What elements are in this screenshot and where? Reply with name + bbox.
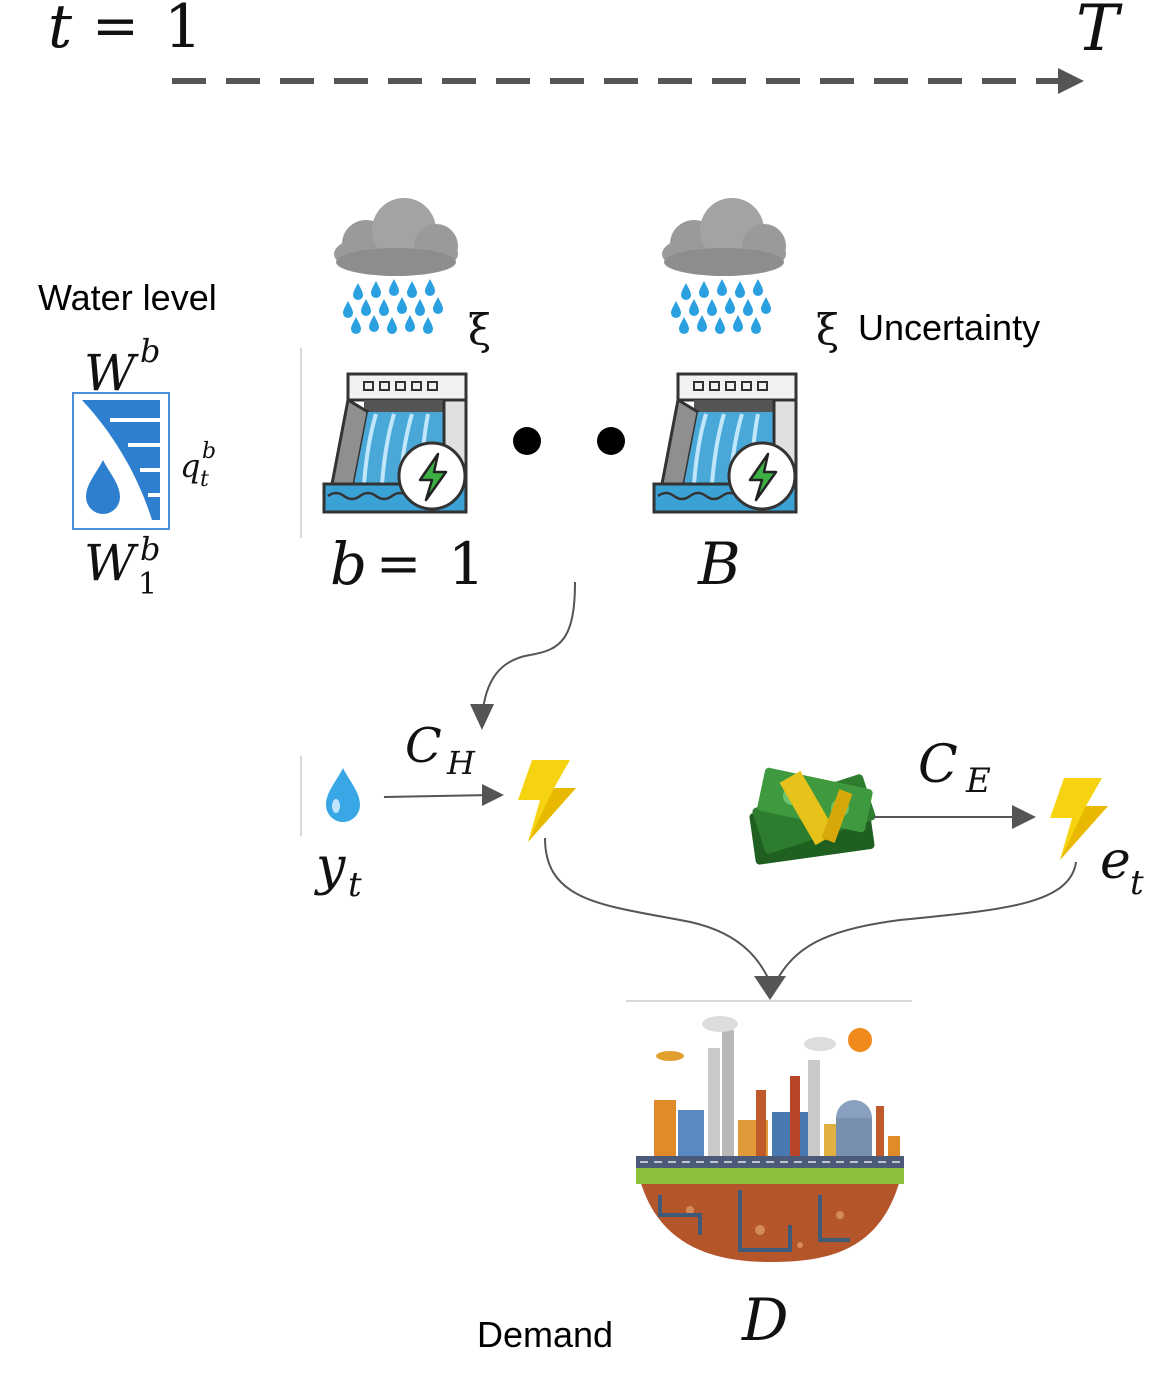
- water-level-panel: Water level W b q b t W b 1: [38, 277, 217, 602]
- money-stack-icon: [749, 767, 876, 865]
- hydro-dam-icon: [652, 372, 798, 514]
- demand-label: Demand: [477, 1314, 613, 1355]
- drop-highlight: [332, 799, 340, 813]
- water-min-sub: 1: [138, 567, 157, 602]
- timeline-start-val: 1: [164, 0, 202, 62]
- ellipsis-dot: [513, 427, 541, 455]
- dam-first-eq: =: [376, 532, 421, 595]
- water-level-label: Water level: [38, 277, 217, 318]
- hydro-cost-base: C: [405, 718, 442, 774]
- hydro-var-sub: t: [348, 865, 362, 905]
- hydro-bolt-icon: [518, 760, 576, 842]
- dams-to-hydro-arrowhead: [470, 704, 494, 730]
- city-island-icon: [636, 1016, 904, 1262]
- timeline-end-label: T: [1076, 0, 1123, 66]
- external-var-sub: t: [1130, 863, 1144, 903]
- uncertainty-label: Uncertainty: [858, 307, 1040, 348]
- flow-sub: t: [200, 467, 209, 492]
- external-cost-sub: E: [965, 761, 991, 801]
- rain-cloud-icon: [662, 198, 786, 334]
- hydro-var-base: y: [314, 837, 346, 897]
- external-to-demand-arrow: [777, 861, 1077, 979]
- drop-to-bolt-arrow: [383, 794, 493, 798]
- water-drop-icon: [86, 460, 120, 514]
- drop-to-bolt-arrowhead: [482, 784, 504, 806]
- water-min-sup: b: [140, 530, 160, 568]
- uncertainty-symbol: ξ: [468, 305, 491, 354]
- water-min-base: W: [84, 534, 139, 592]
- flow-base: q: [180, 447, 200, 485]
- external-var-base: e: [1100, 831, 1131, 891]
- hydro-to-demand-arrow: [544, 837, 771, 983]
- water-max-sup: b: [140, 332, 160, 370]
- dam-first-val: 1: [448, 530, 485, 598]
- uncertainty-symbol: ξ: [816, 305, 839, 354]
- dam-first-var: b: [330, 530, 367, 598]
- timeline-start-var: t: [48, 0, 73, 62]
- hydro-dam-icon: [322, 372, 468, 514]
- ellipsis-dot: [597, 427, 625, 455]
- hydro-cost-sub: H: [446, 744, 476, 782]
- flow-sup: b: [202, 439, 216, 464]
- demand-symbol: D: [741, 1286, 789, 1354]
- water-drop-icon: [326, 768, 360, 822]
- timeline-start-eq: =: [92, 0, 139, 59]
- demand-arrowhead: [754, 976, 786, 1000]
- timeline: t = 1 T: [48, 0, 1123, 94]
- dam-last-label: B: [697, 530, 741, 598]
- timeline-arrowhead: [1058, 68, 1084, 94]
- rain-cloud-icon: [334, 198, 458, 334]
- water-level-gauge-icon: [82, 400, 162, 520]
- money-to-bolt-arrowhead: [1012, 805, 1036, 829]
- external-cost-base: C: [918, 735, 958, 795]
- dams-to-hydro-arrow: [481, 581, 576, 719]
